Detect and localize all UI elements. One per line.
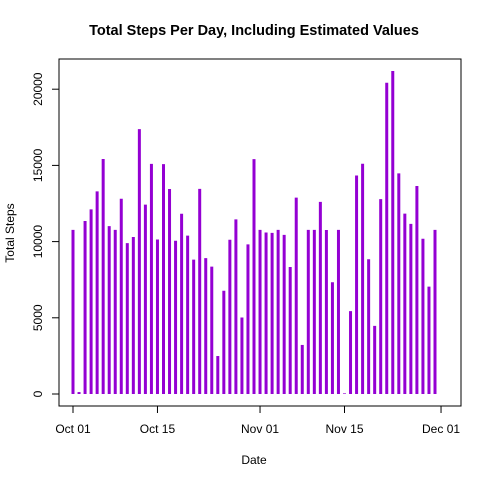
y-tick-label: 20000 [31, 72, 45, 106]
y-tick-label: 10000 [31, 225, 45, 259]
x-axis: Oct 01 Oct 15 Nov 01 Nov 15 Dec 01 [55, 405, 460, 436]
chart-title: Total Steps Per Day, Including Estimated… [89, 23, 419, 39]
x-tick-label: Oct 15 [140, 422, 176, 436]
bars-group [71, 71, 437, 394]
x-axis-label: Date [241, 453, 267, 467]
y-axis-label: Total Steps [3, 203, 17, 262]
y-tick-label: 0 [31, 390, 45, 397]
y-tick-label: 15000 [31, 148, 45, 182]
y-tick-label: 5000 [31, 304, 45, 331]
x-tick-label: Nov 15 [325, 422, 363, 436]
x-tick-label: Dec 01 [422, 422, 460, 436]
x-tick-label: Nov 01 [241, 422, 279, 436]
y-axis: 0 5000 10000 15000 20000 [31, 72, 60, 397]
x-tick-label: Oct 01 [55, 422, 91, 436]
